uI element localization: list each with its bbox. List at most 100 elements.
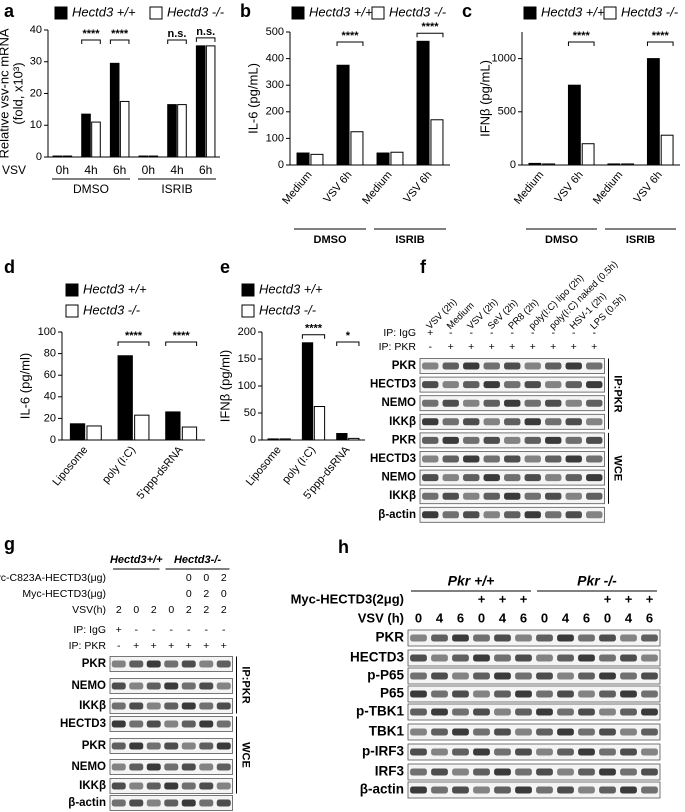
group-side-label: IP:PKR: [612, 375, 624, 412]
band: [620, 654, 637, 662]
panel-label: c: [462, 1, 472, 21]
y-tick-label: 20: [44, 412, 56, 424]
bar: [296, 152, 310, 166]
band: [129, 782, 144, 790]
condition-cell: 6: [520, 610, 527, 625]
band: [199, 763, 214, 771]
band: [536, 672, 553, 680]
legend-label: Hectd3 +/+: [259, 281, 323, 296]
blot-strip: [407, 667, 661, 685]
band: [199, 660, 214, 668]
condition-cell: -: [531, 327, 535, 339]
blot-strip: [407, 629, 661, 647]
band: [536, 748, 553, 756]
band: [463, 381, 480, 389]
band: [620, 708, 637, 716]
band: [565, 474, 582, 482]
legend-label: Hectd3 -/-: [167, 4, 225, 19]
x-tick-label: VSV 6h: [401, 169, 434, 205]
band: [641, 728, 658, 736]
band: [111, 742, 126, 750]
panel-label: e: [220, 257, 230, 277]
condition-cell: +: [203, 640, 209, 652]
significance-bracket: [646, 41, 674, 46]
condition-cell: 4: [499, 610, 507, 625]
condition-cell: 2: [221, 572, 227, 584]
band: [431, 634, 448, 642]
band: [442, 381, 459, 389]
x-tick-label: poly (I:C): [100, 444, 138, 486]
band: [410, 672, 427, 680]
condition-cell: +: [221, 640, 227, 652]
genotype-label: Hectd3-/-: [174, 554, 221, 566]
band: [164, 742, 179, 750]
band: [452, 728, 469, 736]
condition-cell: -: [593, 327, 597, 339]
band: [641, 768, 658, 776]
condition-cell: 2: [203, 588, 209, 600]
condition-cell: 0: [203, 572, 209, 584]
band: [483, 418, 500, 426]
band: [599, 728, 616, 736]
bar: [348, 437, 360, 441]
condition-cell: -: [449, 327, 453, 339]
y-tick-label: 200: [266, 106, 284, 118]
band: [524, 511, 541, 519]
band: [524, 474, 541, 482]
bar: [336, 433, 348, 441]
condition-cell: +: [116, 624, 122, 636]
band: [557, 786, 574, 794]
band: [515, 672, 532, 680]
bar: [205, 45, 216, 158]
band: [431, 654, 448, 662]
condition-label: Myc-HECTD3(2μg): [291, 591, 404, 606]
band: [515, 690, 532, 698]
band: [410, 690, 427, 698]
band: [599, 634, 616, 642]
band: [422, 436, 439, 444]
band: [410, 768, 427, 776]
band: [199, 720, 214, 728]
condition-cell: +: [530, 341, 536, 353]
legend-swatch: [241, 283, 255, 297]
y-tick-label: 0: [278, 159, 284, 171]
band: [515, 728, 532, 736]
bar: [581, 143, 595, 166]
x-tick-label: 4h: [170, 163, 183, 177]
x-tick-label: 0h: [142, 163, 155, 177]
band: [431, 768, 448, 776]
condition-cell: -: [470, 327, 474, 339]
bar: [167, 104, 177, 158]
band: [494, 786, 511, 794]
band: [473, 690, 490, 698]
band: [557, 768, 574, 776]
row-label: IRF3: [375, 764, 405, 779]
band: [129, 742, 144, 750]
band: [545, 362, 562, 370]
band: [199, 682, 214, 690]
band: [164, 682, 179, 690]
bar: [310, 153, 324, 166]
bar: [542, 163, 556, 166]
band: [483, 399, 500, 407]
legend-label: Hectd3 -/-: [621, 4, 679, 19]
band: [524, 492, 541, 500]
band: [129, 682, 144, 690]
band: [473, 654, 490, 662]
band: [504, 381, 521, 389]
band: [536, 708, 553, 716]
band: [586, 418, 603, 426]
y-tick-label: 0: [250, 434, 256, 446]
band: [473, 672, 490, 680]
band: [146, 660, 161, 668]
bar: [660, 134, 674, 166]
significance-label: ****: [341, 30, 359, 42]
band: [431, 728, 448, 736]
band: [620, 634, 637, 642]
row-label: p-TBK1: [356, 704, 404, 719]
row-label: PKR: [82, 740, 107, 752]
condition-cell: 0: [186, 588, 192, 600]
band: [422, 492, 439, 500]
band: [586, 436, 603, 444]
bar: [376, 152, 390, 166]
